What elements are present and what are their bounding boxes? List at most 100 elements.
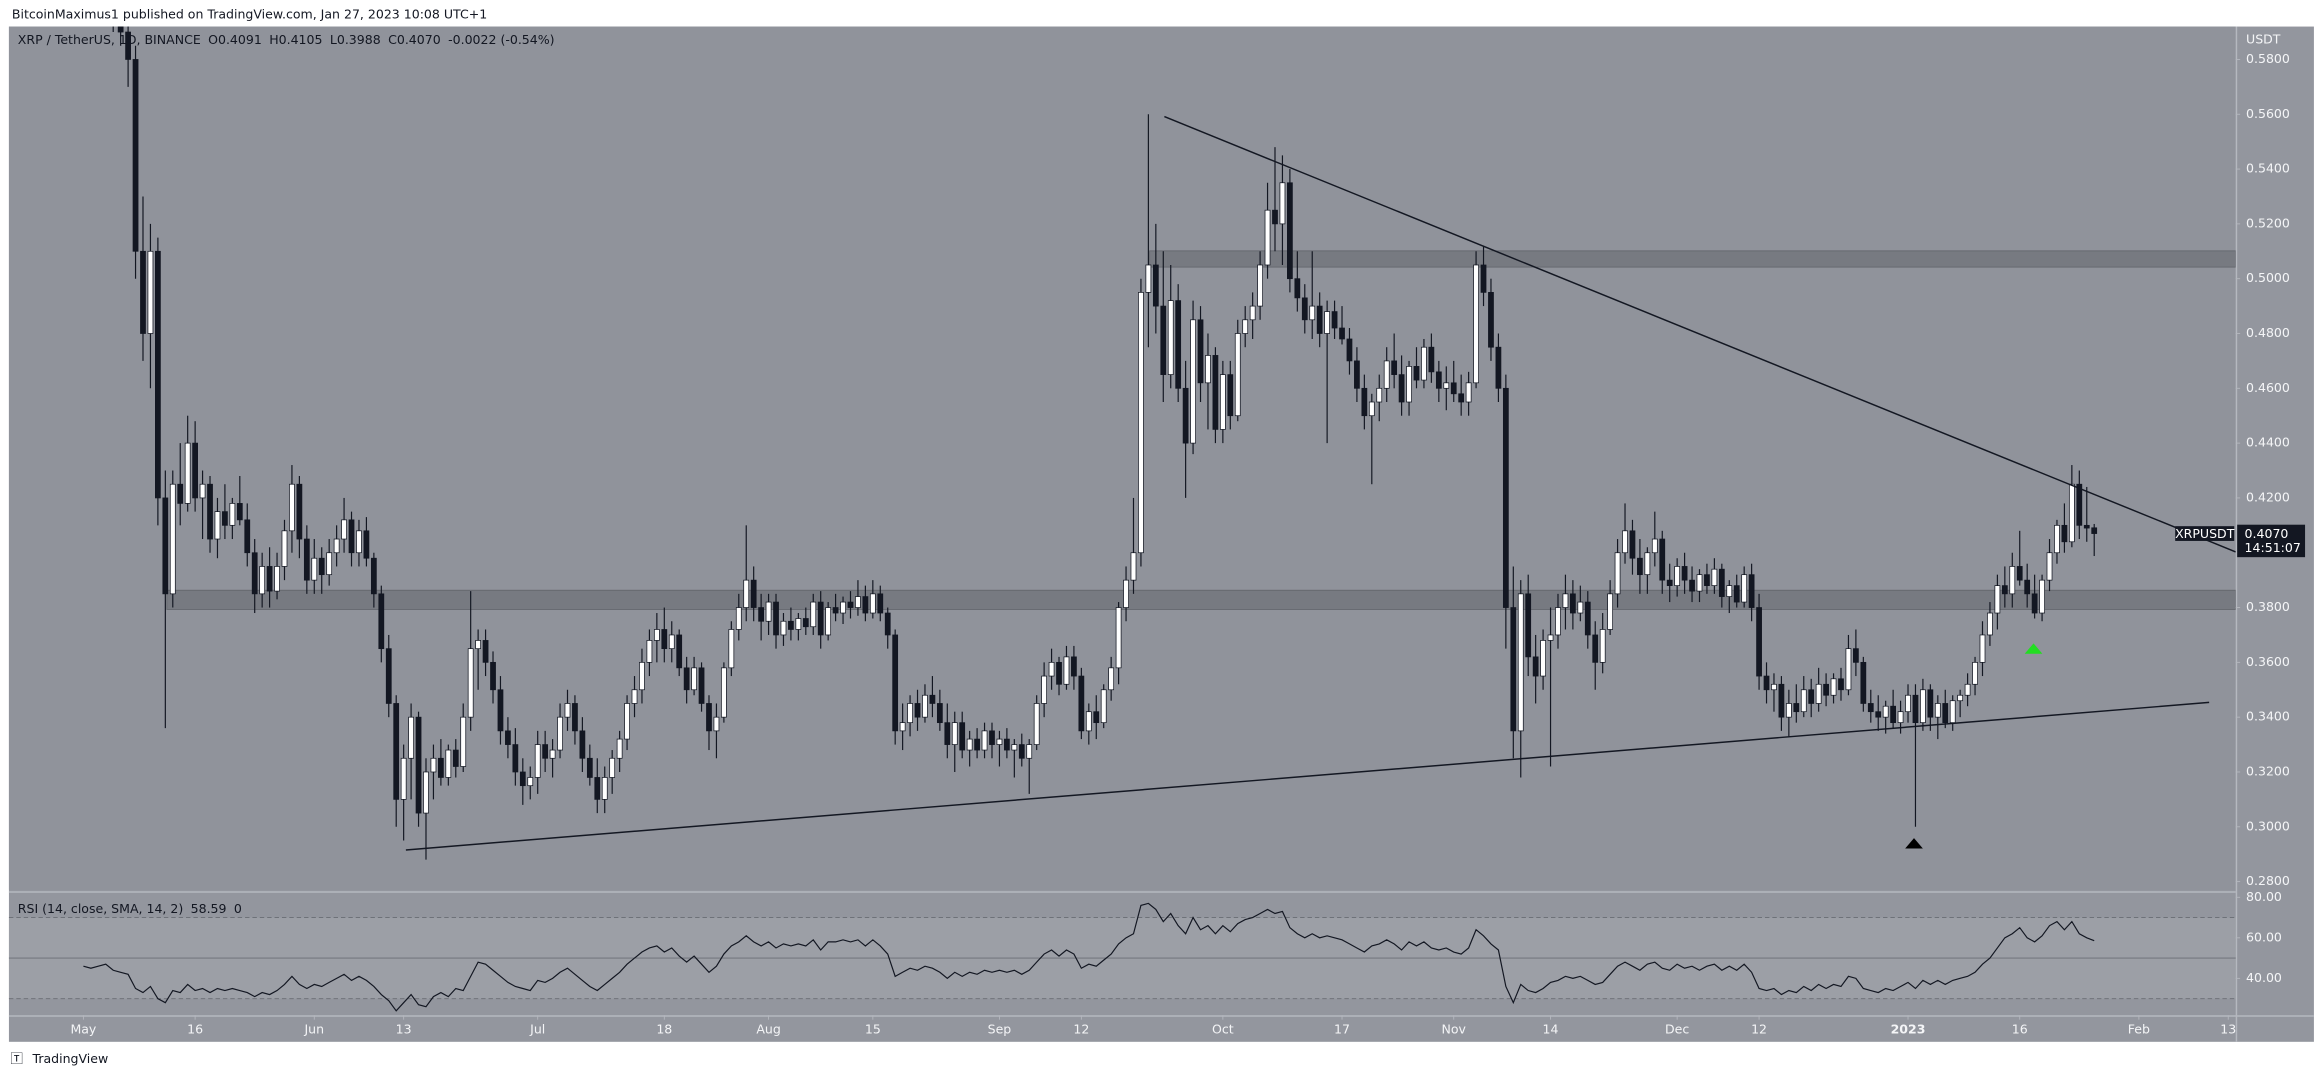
candle-body [1540, 640, 1546, 677]
candle-body [1614, 552, 1621, 595]
candle-body [370, 557, 377, 595]
candle-body [1130, 552, 1137, 581]
candle-body [452, 749, 459, 767]
x-tick-label: Jun [303, 1022, 324, 1037]
candle-body [415, 716, 422, 814]
candle-body [1815, 683, 1822, 704]
legend-value: O0.4091 [208, 31, 262, 46]
candle-body [1562, 593, 1569, 608]
x-tick-label: 12 [1073, 1022, 1089, 1037]
candle-body [1391, 360, 1398, 375]
candle-body [840, 601, 846, 614]
marker-arrow [1905, 838, 1923, 849]
candle-body [303, 538, 310, 581]
candle-body [706, 703, 712, 732]
candle-body [1167, 300, 1174, 375]
candle-body [155, 250, 161, 499]
candle-body [1160, 305, 1167, 375]
candle-body [1145, 264, 1152, 293]
candle-body [832, 607, 839, 614]
candle-body [244, 519, 251, 554]
y-tick-label: 0.4600 [2246, 380, 2290, 395]
price-tag-value: 0.4070 [2245, 526, 2289, 541]
candle-body [959, 722, 966, 751]
candle-body [1987, 612, 1993, 636]
candle-body [817, 601, 824, 636]
candle-body [1517, 593, 1524, 732]
x-tick-label: Oct [1212, 1022, 1234, 1037]
candle-body [1666, 579, 1673, 586]
candle-body [1100, 689, 1107, 724]
candle-body [721, 667, 727, 718]
candle-body [1026, 744, 1033, 759]
candle-body [936, 703, 943, 724]
candle-body [326, 552, 333, 576]
candle-body [1607, 593, 1614, 630]
x-tick-label: 14 [1543, 1022, 1559, 1037]
candle-body [631, 689, 638, 704]
candle-body [1406, 366, 1412, 403]
candle-body [780, 620, 787, 636]
candle-body [1644, 552, 1651, 576]
candle-body [735, 607, 742, 630]
x-tick-label: Jul [529, 1022, 545, 1037]
legend-value: L0.3988 [330, 31, 381, 46]
candle-body [713, 716, 720, 732]
y-unit: USDT [2246, 31, 2281, 46]
candle-body [1622, 530, 1628, 554]
symbol-legend: XRP / TetherUS, 1D, BINANCE O0.4091 H0.410… [18, 31, 555, 46]
y-tick-label: 0.5600 [2246, 106, 2290, 121]
candle-body [1927, 689, 1934, 718]
candle-body [333, 538, 340, 554]
candle-body [2091, 527, 2098, 534]
candle-body [2061, 524, 2068, 543]
x-tick-label: Aug [756, 1022, 780, 1037]
candle-body [1138, 292, 1144, 554]
candle-body [1197, 319, 1204, 384]
candle-body [1920, 689, 1926, 724]
candle-body [1108, 667, 1115, 691]
candle-body [653, 629, 660, 641]
rsi-y-tick-label: 80.00 [2246, 889, 2282, 904]
candle-body [1443, 382, 1450, 389]
candle-body [1458, 393, 1465, 403]
candle-body [773, 601, 779, 636]
candle-body [899, 722, 906, 732]
candle-body [229, 503, 236, 526]
candle-body [869, 593, 876, 614]
candle-body [1942, 703, 1949, 724]
candle-body [1756, 607, 1762, 677]
candle-body [1435, 371, 1442, 389]
candle-body [1309, 305, 1316, 321]
candle-body [1972, 661, 1978, 685]
candle-body [855, 596, 861, 608]
candle-body [1301, 297, 1308, 321]
candle-body [765, 601, 772, 622]
candle-body [1689, 579, 1695, 592]
candle-body [400, 757, 407, 800]
candle-body [1718, 568, 1725, 597]
descending-trendline [1164, 115, 2236, 553]
price-tag-name: XRPUSDT [2175, 526, 2235, 541]
candle-body [892, 634, 899, 732]
candle-body [363, 530, 370, 559]
price-tag-countdown: 14:51:07 [2245, 540, 2301, 555]
y-tick-label: 0.4400 [2246, 435, 2290, 450]
candle-body [1450, 382, 1457, 395]
x-tick-label: Nov [1441, 1022, 1466, 1037]
candle-body [266, 566, 273, 592]
y-tick-label: 0.5200 [2246, 215, 2290, 230]
candle-body [1413, 366, 1420, 381]
candle-body [1242, 319, 1249, 334]
candle-body [311, 557, 318, 581]
candle-body [1205, 355, 1211, 384]
candle-body [1771, 683, 1777, 691]
candle-body [1793, 703, 1800, 713]
candle-body [140, 250, 146, 334]
candle-body [423, 771, 429, 814]
candle-body [601, 777, 608, 800]
x-tick-label: 13 [396, 1022, 412, 1037]
x-tick-label: 13 [2220, 1022, 2236, 1037]
candle-body [385, 648, 392, 704]
